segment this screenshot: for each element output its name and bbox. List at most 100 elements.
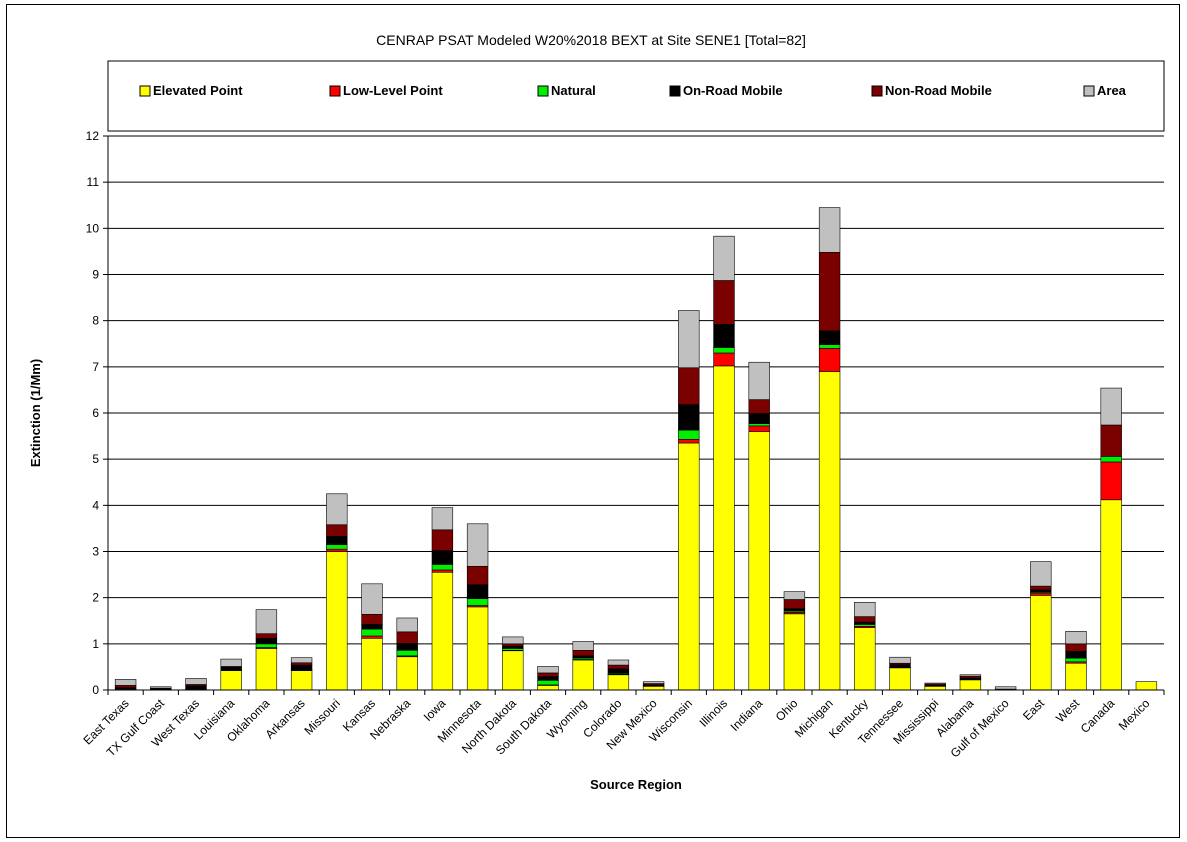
legend-entry: Area (1083, 83, 1127, 98)
legend-swatch (329, 85, 341, 97)
bar-segment (361, 624, 383, 630)
bar-segment (1100, 499, 1122, 691)
bar-stack (889, 656, 911, 691)
bar-segment (1100, 456, 1122, 463)
bar-segment (396, 631, 418, 644)
bar-segment (572, 649, 594, 657)
bar-segment (1100, 424, 1122, 457)
bar-segment (1065, 650, 1087, 659)
bar-segment (959, 679, 982, 691)
bar-segment (713, 324, 735, 348)
bar-segment (255, 637, 278, 645)
bar-stack (361, 583, 383, 691)
bar-segment (502, 643, 524, 647)
bar-segment (818, 207, 841, 253)
legend-items: Elevated Point Low-Level Point Natural On-R… (139, 83, 1127, 98)
y-tick-label: 0 (92, 683, 99, 697)
bar-segment (466, 523, 489, 567)
bar-segment (502, 650, 524, 691)
bar-segment (361, 583, 383, 615)
bar-segment (255, 643, 278, 648)
bar-segment (537, 676, 559, 681)
bar-segment (502, 645, 524, 649)
legend-entry: Elevated Point (139, 83, 243, 98)
bar-segment (1030, 589, 1052, 593)
chart-frame (6, 4, 1180, 838)
bar-segment (431, 529, 454, 551)
bar-segment (290, 662, 313, 666)
bar-segment (783, 599, 806, 610)
legend-entry: Natural (537, 83, 596, 98)
bar-segment (361, 613, 383, 625)
bar-segment (889, 667, 911, 691)
bar-segment (431, 571, 454, 691)
grid-layer (108, 135, 1164, 645)
bar-segment (431, 569, 454, 573)
bars-layer (114, 207, 1158, 691)
bar-segment (537, 680, 559, 686)
bar-segment (854, 601, 876, 617)
bar-segment (326, 535, 348, 545)
bar-stack (1030, 561, 1052, 691)
bar-segment (678, 367, 700, 405)
bar-stack (642, 681, 665, 691)
y-tick-label: 11 (87, 175, 100, 189)
bar-stack (290, 657, 313, 691)
x-tick-label: East (1020, 696, 1047, 723)
bar-stack (1135, 681, 1158, 691)
x-tick-label: Iowa (421, 696, 449, 724)
bar-segment (748, 425, 770, 432)
bar-segment (466, 584, 489, 599)
y-tick-label: 6 (92, 406, 99, 420)
legend-label: On-Road Mobile (683, 83, 783, 98)
bar-segment (1065, 662, 1087, 691)
bar-segment (748, 413, 770, 424)
bar-segment (466, 598, 489, 606)
bar-stack (502, 636, 524, 691)
y-tick-label: 1 (92, 637, 99, 651)
bar-segment (185, 678, 207, 685)
bar-segment (1100, 387, 1122, 426)
y-tick-label: 12 (86, 129, 100, 143)
bar-segment (466, 565, 489, 586)
bar-stack (431, 507, 454, 691)
legend-swatch (871, 85, 883, 97)
bar-segment (326, 493, 348, 526)
bar-segment (1065, 657, 1087, 663)
bar-segment (642, 686, 665, 691)
bar-stack (537, 666, 559, 691)
bar-segment (326, 544, 348, 550)
x-tick-label: Illinois (697, 696, 730, 729)
legend-label: Elevated Point (153, 83, 243, 98)
bar-stack (114, 679, 137, 691)
bar-segment (818, 252, 841, 332)
bar-segment (924, 686, 946, 691)
bar-segment (537, 672, 559, 677)
bar-segment (220, 670, 242, 691)
bar-segment (924, 682, 946, 685)
bar-segment (290, 664, 313, 670)
bar-segment (1030, 585, 1052, 591)
x-tick-label: Missouri (301, 696, 342, 737)
bar-segment (1065, 631, 1087, 645)
bar-segment (678, 310, 700, 369)
bar-stack (396, 617, 418, 691)
bar-stack (748, 361, 770, 691)
bar-segment (783, 608, 806, 612)
bar-segment (361, 635, 383, 639)
bar-segment (818, 371, 841, 691)
bar-segment (326, 524, 348, 537)
bar-segment (572, 655, 594, 659)
bar-stack (255, 609, 278, 691)
bar-segment (537, 666, 559, 674)
bar-segment (1030, 561, 1052, 587)
legend-entry: On-Road Mobile (669, 83, 783, 98)
bar-segment (431, 550, 454, 565)
x-axis-label: Source Region (590, 777, 682, 792)
bar-segment (607, 659, 630, 666)
bar-segment (678, 439, 700, 444)
bar-segment (748, 399, 770, 414)
legend-swatch (139, 85, 151, 97)
y-tick-label: 3 (92, 545, 99, 559)
x-tick-label: Indiana (728, 696, 766, 734)
